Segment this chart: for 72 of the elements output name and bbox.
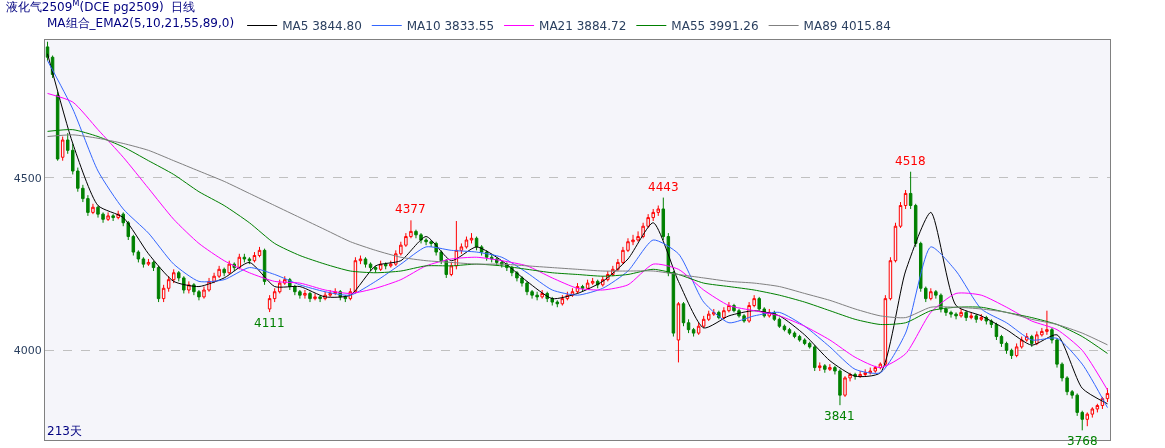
- candlestick: [171, 268, 176, 284]
- candlestick: [969, 311, 973, 320]
- annotation: 3841: [824, 409, 855, 423]
- candlestick: [464, 236, 469, 250]
- candlestick: [686, 318, 691, 334]
- candlestick: [818, 361, 822, 372]
- y-tick-label: 4500: [13, 171, 42, 185]
- candlestick: [590, 277, 595, 286]
- candlestick: [91, 203, 95, 215]
- legend-label: MA21 3884.72: [539, 19, 627, 34]
- candlestick: [787, 327, 792, 336]
- annotation: 4111: [254, 316, 285, 330]
- annotation: 4518: [895, 154, 926, 168]
- legend-label: MA10 3833.55: [406, 19, 495, 34]
- annotation: 4377: [395, 202, 426, 216]
- candlestick: [343, 294, 348, 303]
- legend-title: MA组合_EMA2(5,10,21,55,89,0): [47, 15, 235, 30]
- candlestick: [823, 363, 827, 374]
- candlestick: [676, 301, 681, 363]
- candlestick: [469, 232, 474, 244]
- candlestick: [929, 287, 933, 301]
- candlestick: [303, 289, 307, 300]
- candlestick: [358, 255, 363, 265]
- candlestick: [237, 253, 242, 270]
- chart-title: 液化气2509$^{M}$(DCE pg2509) 日线: [5, 0, 196, 14]
- candlestick: [141, 256, 146, 269]
- legend-label: MA89 4015.84: [803, 19, 891, 34]
- candlestick: [974, 313, 978, 324]
- y-tick-label: 4000: [13, 344, 42, 358]
- candlestick: [146, 258, 151, 267]
- candlestick: [999, 334, 1004, 348]
- candlestick: [853, 372, 857, 381]
- candlestick: [560, 294, 565, 307]
- candlestick: [540, 289, 544, 300]
- candlestick: [964, 310, 968, 322]
- candlestick: [383, 261, 388, 270]
- candlestick: [151, 260, 156, 272]
- candlestick: [60, 136, 65, 162]
- annotation: 4443: [648, 180, 679, 194]
- candlestick: [252, 251, 257, 263]
- candlestick: [222, 267, 226, 277]
- candlestick: [797, 334, 802, 343]
- candlestick: [812, 344, 817, 372]
- candlestick: [792, 330, 797, 339]
- candlestick: [903, 189, 908, 210]
- candlestick: [111, 213, 115, 222]
- candlestick: [363, 256, 368, 269]
- candlestick: [227, 260, 231, 275]
- candlestick: [1085, 411, 1090, 427]
- candlestick: [308, 291, 312, 303]
- candlestick: [979, 313, 984, 322]
- candlestick: [1009, 348, 1014, 360]
- annotation: 213天: [47, 424, 82, 438]
- candlestick: [777, 317, 782, 329]
- candlestick: [313, 292, 317, 301]
- candlestick: [247, 256, 252, 265]
- annotation: 3768: [1067, 434, 1098, 448]
- legend-label: MA5 3844.80: [282, 19, 362, 34]
- candlestick: [257, 246, 262, 258]
- legend-label: MA55 3991.26: [671, 19, 759, 34]
- candlestick: [368, 261, 373, 272]
- candlestick: [691, 327, 696, 338]
- candlestick: [828, 363, 832, 372]
- candlestick: [585, 279, 590, 291]
- candlestick: [1004, 341, 1009, 355]
- candlestick: [106, 211, 110, 222]
- candlestick: [959, 308, 963, 319]
- candlestick: [318, 294, 322, 303]
- candlestick: [242, 253, 247, 263]
- candlestick: [696, 322, 701, 336]
- candlestick: [187, 280, 191, 294]
- candlestick: [898, 201, 903, 229]
